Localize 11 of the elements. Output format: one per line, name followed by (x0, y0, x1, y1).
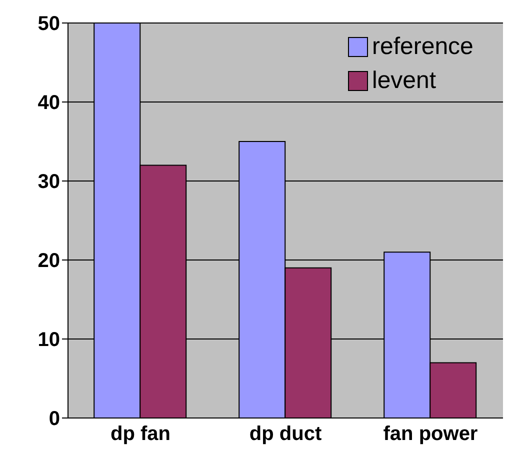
x-tick-label: dp fan (110, 423, 170, 446)
y-tick-label: 10 (38, 329, 60, 352)
y-tick-label: 50 (38, 13, 60, 36)
legend-label: reference (372, 32, 474, 62)
y-tick-label: 30 (38, 171, 60, 194)
y-tick-label: 0 (48, 408, 60, 430)
y-tick-label: 20 (38, 250, 60, 272)
legend-label: levent (372, 66, 436, 96)
x-tick-label: dp duct (249, 423, 322, 446)
x-tick-label: fan power (383, 423, 478, 446)
y-tick-label: 40 (38, 92, 60, 114)
